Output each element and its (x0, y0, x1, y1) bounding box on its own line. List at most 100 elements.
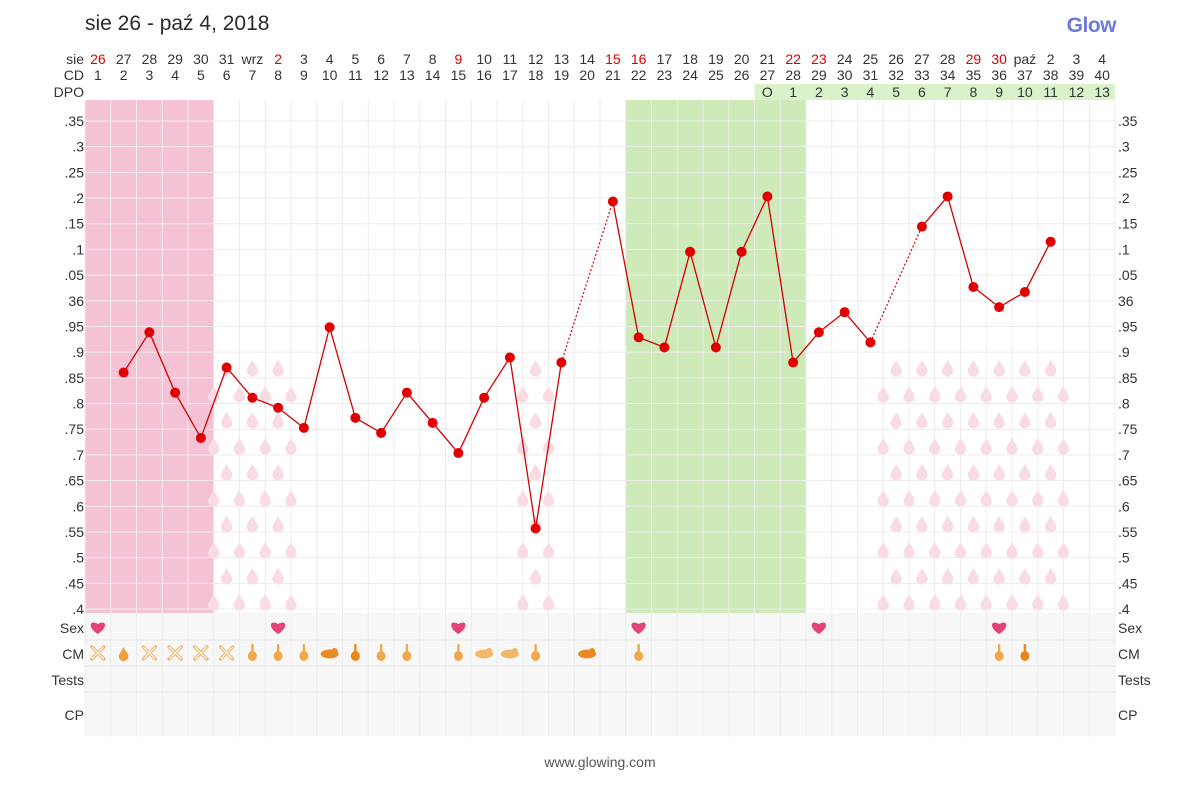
spotting-drop (1057, 437, 1070, 455)
temperature-line (432, 422, 459, 454)
spotting-drop (929, 489, 941, 507)
cm-creamy-icon (299, 651, 309, 661)
y-tick-label-right: .35 (1118, 113, 1138, 129)
date-label: 26 (888, 51, 904, 67)
spotting-drop (246, 567, 259, 585)
spotting-drop (916, 411, 928, 429)
temperature-line (689, 251, 717, 348)
date-label: 15 (605, 51, 621, 67)
date-label: 16 (631, 51, 647, 67)
temperature-line (200, 367, 228, 439)
spotting-drop (1019, 411, 1031, 429)
temperature-line (457, 397, 485, 454)
date-label: 6 (377, 51, 385, 67)
spotting-drop (285, 593, 297, 611)
spotting-drop (993, 359, 1005, 377)
spotting-drop (246, 463, 259, 481)
sex-heart-icon (991, 622, 1007, 634)
temperature-line (946, 196, 975, 288)
temperature-point (195, 432, 206, 443)
cycle-day-label: 36 (991, 67, 1007, 83)
temperature-line (174, 392, 202, 439)
y-tick-label-right: .05 (1118, 267, 1138, 283)
temperature-point (968, 282, 979, 293)
cm-stem (379, 644, 383, 652)
spotting-drop (890, 411, 902, 429)
spotting-drop (529, 463, 542, 481)
temperature-point (247, 392, 258, 403)
fertile-window-band (625, 100, 806, 613)
y-tick-label-left: .1 (72, 241, 84, 257)
spotting-drop (272, 567, 284, 585)
spotting-drop (259, 437, 271, 455)
temperature-point (813, 327, 824, 338)
date-label: wrz (240, 51, 263, 67)
spotting-drop (517, 489, 529, 507)
dpo-row-label: DPO (54, 84, 84, 100)
temperature-point (273, 402, 284, 413)
y-tick-label-right: .75 (1118, 421, 1138, 437)
cm-creamy-icon (376, 651, 386, 661)
spotting-drop (903, 593, 915, 611)
y-tick-label-left: .3 (72, 139, 84, 155)
y-tick-label-left: .25 (65, 164, 85, 180)
spotting-drop (208, 385, 220, 403)
y-tick-label-left: .75 (65, 421, 85, 437)
spotting-drop (993, 463, 1005, 481)
spotting-drop (916, 515, 928, 533)
spotting-drop (967, 567, 980, 585)
y-tick-label-left: .65 (65, 473, 85, 489)
dpo-band (754, 84, 1115, 100)
y-tick-label-right: .8 (1118, 396, 1130, 412)
cycle-day-label: 25 (708, 67, 724, 83)
dpo-label: 9 (995, 84, 1003, 100)
spotting-drop (980, 541, 992, 559)
temperature-point (942, 191, 953, 202)
y-tick-label-right: .6 (1118, 498, 1130, 514)
spotting-drop (916, 567, 928, 585)
date-label: 3 (1072, 51, 1080, 67)
cm-eggwhite-icon (1020, 651, 1030, 661)
spotting-drop (1044, 411, 1057, 429)
date-label: 20 (734, 51, 750, 67)
spotting-drop (1032, 593, 1044, 611)
spotting-drop (929, 437, 941, 455)
spotting-drop (929, 593, 941, 611)
spotting-drop (1032, 541, 1044, 559)
tracking-row-label-left: CP (65, 707, 84, 723)
date-label: 28 (142, 51, 158, 67)
spotting-drop (542, 489, 555, 507)
date-label: 3 (300, 51, 308, 67)
y-tick-label-left: .2 (72, 190, 84, 206)
dpo-label: 2 (815, 84, 823, 100)
spotting-drop (1006, 437, 1018, 455)
temperature-point (788, 357, 799, 368)
y-tick-label-right: .45 (1118, 575, 1138, 591)
date-label: 26 (90, 51, 106, 67)
spotting-drop (208, 489, 220, 507)
cycle-day-label: 30 (837, 67, 853, 83)
spotting-drop (1019, 359, 1031, 377)
cm-stem (637, 644, 640, 652)
tracking-row-label-right: CP (1118, 707, 1137, 723)
date-label: 8 (429, 51, 437, 67)
dpo-label: 8 (969, 84, 977, 100)
cycle-day-label: 8 (274, 67, 282, 83)
spotting-drop (890, 515, 902, 533)
y-tick-label-right: .2 (1118, 190, 1130, 206)
spotting-drop (259, 489, 271, 507)
cycle-day-label: 18 (528, 67, 544, 83)
spotting-drop (1044, 515, 1057, 533)
cycle-day-label: 27 (760, 67, 776, 83)
tracking-row-label-left: Sex (60, 620, 84, 636)
date-label: 25 (863, 51, 879, 67)
cm-dry-icon-inner (194, 646, 208, 660)
period-band (85, 100, 214, 613)
spotting-drop (877, 385, 889, 403)
cm-stem (354, 644, 357, 652)
spotting-drop (1006, 385, 1018, 403)
date-label: 4 (1098, 51, 1106, 67)
spotting-drop (246, 359, 259, 377)
temperature-point (350, 412, 361, 423)
